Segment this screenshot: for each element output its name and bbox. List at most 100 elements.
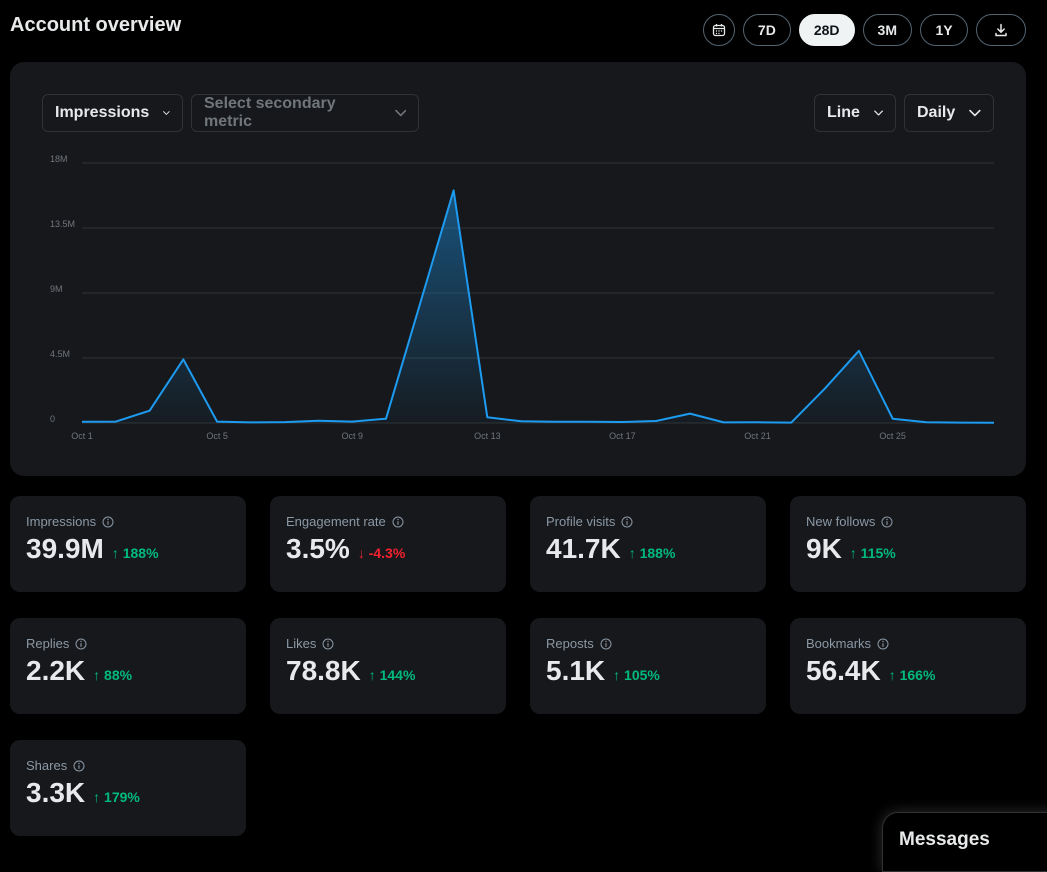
download-icon [995,23,1007,37]
stat-label: New follows [806,514,1010,529]
chevron-down-icon [874,110,883,116]
x-tick-label: Oct 1 [71,431,93,441]
stat-value: 2.2K [26,655,86,686]
impressions-line [81,189,995,424]
stat-value: 41.7K [546,533,621,564]
stat-change: ↑ 179% [93,789,140,805]
messages-label: Messages [899,829,990,850]
info-icon[interactable] [881,516,893,528]
stat-card-new-follows[interactable]: New follows 9K ↑ 115% [790,496,1026,592]
stat-change: ↑ 88% [93,667,133,683]
stat-card-likes[interactable]: Likes 78.8K ↑ 144% [270,618,506,714]
x-tick-label: Oct 13 [474,431,501,441]
stat-label-text: Bookmarks [806,636,872,651]
stat-label: Bookmarks [806,636,1010,651]
stat-change: ↑ 166% [888,667,936,683]
stat-change: ↑ 188% [628,545,676,561]
info-icon[interactable] [73,760,85,772]
chart-card: Impressions Select secondary metric Line… [10,62,1026,476]
stat-card-bookmarks[interactable]: Bookmarks 56.4K ↑ 166% [790,618,1026,714]
stat-row: 41.7K ↑ 188% [546,533,750,565]
secondary-metric-select[interactable]: Select secondary metric [191,94,419,132]
info-icon[interactable] [322,638,334,650]
calendar-icon [712,24,726,37]
stat-label: Shares [26,758,230,773]
info-icon[interactable] [621,516,633,528]
info-icon[interactable] [392,516,404,528]
x-tick-label: Oct 25 [879,431,906,441]
stat-value: 78.8K [286,655,361,686]
stat-label: Replies [26,636,230,651]
stat-label: Profile visits [546,514,750,529]
info-icon[interactable] [75,638,87,650]
secondary-metric-placeholder: Select secondary metric [204,95,336,130]
chevron-down-icon [969,109,981,117]
range-1y-button[interactable]: 1Y [920,14,968,46]
impressions-chart[interactable]: 0 4.5M 9M 13.5M 18M Oct 1 Oct 5 Oct 9 Oct 13 Oct … [10,62,1026,476]
chevron-down-icon [394,109,406,117]
stat-value: 3.3K [26,777,86,808]
range-3m-button[interactable]: 3M [862,14,912,46]
stat-value: 56.4K [806,655,881,686]
date-range-selector: 7D 28D 3M 1Y [702,14,1026,46]
y-tick-label: 13.5M [50,219,75,229]
stat-row: 2.2K ↑ 88% [26,655,230,687]
chevron-down-icon [163,111,170,115]
page-title: Account overview [10,14,182,36]
stat-value: 3.5% [286,533,350,564]
stat-label-text: New follows [806,514,876,529]
stat-row: 78.8K ↑ 144% [286,655,490,687]
info-icon[interactable] [102,516,114,528]
stat-value: 5.1K [546,655,606,686]
download-button[interactable] [976,14,1026,46]
chart-type-label: Line [827,104,860,121]
stat-change: ↑ 105% [613,667,660,683]
stat-card-shares[interactable]: Shares 3.3K ↑ 179% [10,740,246,836]
info-icon[interactable] [877,638,889,650]
stat-row: 9K ↑ 115% [806,533,1010,565]
primary-metric-label: Impressions [55,104,150,121]
stat-label: Engagement rate [286,514,490,529]
stat-label: Reposts [546,636,750,651]
stat-label-text: Reposts [546,636,594,651]
stat-label: Likes [286,636,490,651]
x-tick-label: Oct 21 [744,431,771,441]
chart-type-select[interactable]: Line [814,94,896,132]
stat-label-text: Shares [26,758,68,773]
stat-card-reposts[interactable]: Reposts 5.1K ↑ 105% [530,618,766,714]
stat-value: 39.9M [26,533,104,564]
stat-label-text: Impressions [26,514,97,529]
stat-card-profile-visits[interactable]: Profile visits 41.7K ↑ 188% [530,496,766,592]
y-tick-label: 9M [50,284,63,294]
y-tick-label: 4.5M [50,349,70,359]
stat-row: 3.3K ↑ 179% [26,777,230,809]
stat-value: 9K [806,533,842,564]
stat-label-text: Profile visits [546,514,616,529]
stat-card-engagement-rate[interactable]: Engagement rate 3.5% ↓ -4.3% [270,496,506,592]
interval-label: Daily [917,104,956,121]
y-tick-label: 18M [50,154,68,164]
stat-label: Impressions [26,514,230,529]
range-28d-button[interactable]: 28D [798,14,855,46]
calendar-button[interactable] [702,14,735,46]
range-7d-button[interactable]: 7D [742,14,791,46]
stat-row: 56.4K ↑ 166% [806,655,1010,687]
messages-drawer[interactable]: Messages [882,812,1047,872]
stat-label-text: Likes [286,636,317,651]
stat-row: 3.5% ↓ -4.3% [286,533,490,565]
stat-label-text: Replies [26,636,70,651]
info-icon[interactable] [600,638,612,650]
stat-change: ↑ 188% [111,545,159,561]
stat-card-replies[interactable]: Replies 2.2K ↑ 88% [10,618,246,714]
primary-metric-select[interactable]: Impressions [42,94,183,132]
stat-change: ↓ -4.3% [357,545,406,561]
y-tick-label: 0 [50,414,55,424]
stat-change: ↑ 144% [368,667,416,683]
interval-select[interactable]: Daily [904,94,994,132]
stat-card-impressions[interactable]: Impressions 39.9M ↑ 188% [10,496,246,592]
x-tick-label: Oct 17 [609,431,636,441]
x-tick-label: Oct 9 [341,431,363,441]
stat-change: ↑ 115% [849,545,896,561]
impressions-area [82,190,994,423]
stat-row: 5.1K ↑ 105% [546,655,750,687]
